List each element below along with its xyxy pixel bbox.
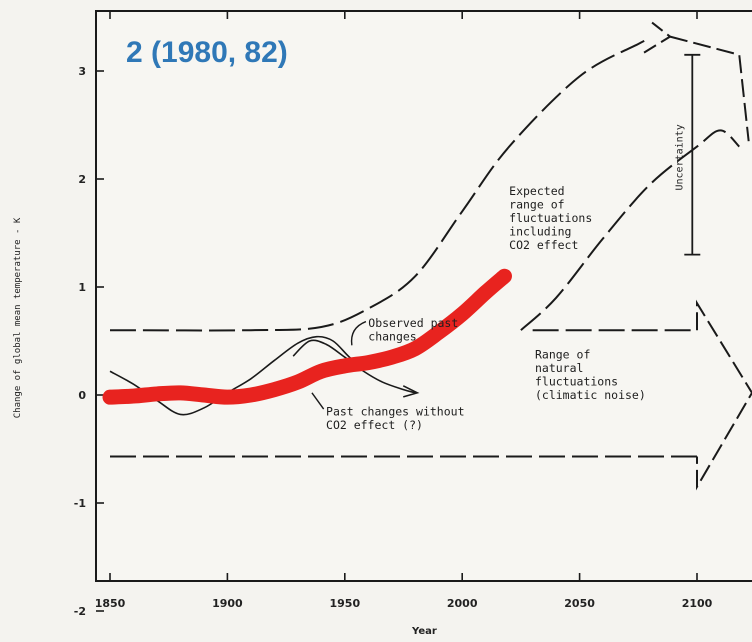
arrow-layer: Uncertainty — [402, 21, 752, 491]
annotation-layer: Expected range of fluctuations including CO2… — [311, 184, 646, 433]
annotation-1: Expected range of fluctuations including CO2… — [509, 184, 592, 252]
annotation-line: Expected — [509, 184, 564, 198]
series-line-4 — [520, 129, 740, 331]
annotation-line: fluctuations — [535, 374, 618, 388]
annotation-line: fluctuations — [509, 211, 592, 225]
x-tick-label: 2100 — [682, 597, 713, 610]
x-tick-label: 1950 — [329, 597, 360, 610]
series-line-3 — [109, 37, 651, 332]
y-tick-label: 2 — [78, 173, 86, 186]
annotation-line: including — [509, 225, 571, 239]
observed-leader-line — [350, 320, 367, 346]
annotation-line: (climatic noise) — [535, 388, 646, 402]
x-axis-label: Year — [412, 626, 437, 637]
annotation-line: natural — [535, 361, 583, 375]
y-tick-label: 0 — [78, 389, 86, 402]
series-layer — [102, 37, 740, 458]
chart-title: 2 (1980, 82) — [126, 36, 288, 69]
annotation-line: Observed past — [368, 316, 458, 330]
upper-arrow-tail — [669, 35, 750, 142]
y-tick-label: 1 — [78, 281, 86, 294]
annotation-line: CO2 effect — [509, 238, 578, 252]
annotation-line: Range of — [535, 347, 590, 361]
without-co2-leader-line — [311, 392, 325, 410]
y-tick-label: -2 — [74, 605, 86, 618]
x-tick-label: 1850 — [95, 597, 126, 610]
plot-frame — [95, 10, 752, 582]
natural-range-arrowhead — [696, 299, 752, 491]
x-tick-label: 2000 — [447, 597, 478, 610]
uncertainty-label: Uncertainty — [674, 124, 685, 190]
annotation-line: range of — [509, 198, 564, 212]
annotation-3: Observed past changes — [368, 316, 458, 344]
annotation-line: Past changes without — [326, 405, 464, 419]
annotation-line: CO2 effect (?) — [326, 418, 423, 432]
x-tick-label: 2050 — [564, 597, 595, 610]
x-tick-label: 1900 — [212, 597, 243, 610]
curve-arrowhead — [402, 385, 420, 398]
series-line-7 — [102, 268, 512, 405]
y-tick-label: -1 — [74, 497, 86, 510]
annotation-line: changes — [368, 329, 416, 343]
annotation-4: Past changes without CO2 effect (?) — [326, 405, 464, 433]
axis-ticks: 1850 1900 1950 2000 2050 2100 -2 -1 0 1 2 3 — [74, 11, 713, 618]
y-axis-label: Change of global mean temperature - K — [13, 217, 23, 419]
y-tick-label: 3 — [78, 65, 86, 78]
annotation-2: Range of natural fluctuations (climatic noi… — [535, 347, 646, 402]
